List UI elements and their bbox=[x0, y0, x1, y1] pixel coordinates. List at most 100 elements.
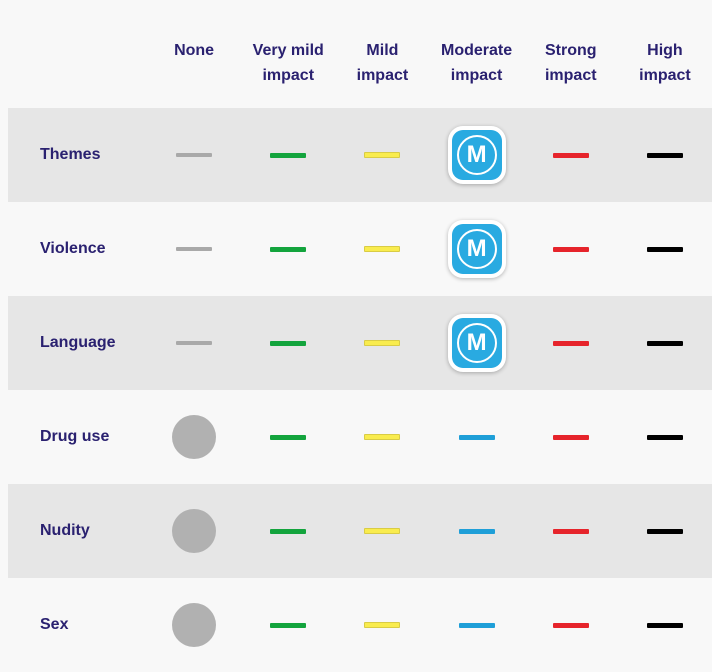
cell-nudity-very-mild[interactable] bbox=[241, 484, 335, 578]
cell-themes-very-mild[interactable] bbox=[241, 108, 335, 202]
moderate-dash-icon bbox=[458, 528, 495, 534]
cell-sex-moderate[interactable] bbox=[430, 578, 524, 672]
moderate-dash-icon bbox=[458, 622, 495, 628]
cell-violence-high[interactable] bbox=[618, 202, 712, 296]
high-dash-icon bbox=[646, 340, 683, 346]
category-label: Sex bbox=[40, 616, 69, 633]
moderate-dash-icon bbox=[458, 434, 495, 440]
high-dash-icon bbox=[646, 622, 683, 628]
category-label: Violence bbox=[40, 240, 106, 257]
cell-language-mild[interactable] bbox=[335, 296, 429, 390]
m-badge-letter: M bbox=[466, 140, 487, 168]
column-header-none: None bbox=[147, 0, 241, 108]
strong-dash-icon bbox=[552, 528, 589, 534]
m-badge-ring: M bbox=[456, 229, 497, 269]
row-nudity: Nudity bbox=[0, 484, 712, 578]
row-drug-use: Drug use bbox=[0, 390, 712, 484]
cell-language-high[interactable] bbox=[618, 296, 712, 390]
cell-violence-strong[interactable] bbox=[524, 202, 618, 296]
m-badge-letter: M bbox=[466, 328, 487, 356]
very-mild-dash-icon bbox=[270, 246, 307, 252]
cell-themes-mild[interactable] bbox=[335, 108, 429, 202]
category-label: Themes bbox=[40, 146, 101, 163]
very-mild-dash-icon bbox=[270, 622, 307, 628]
m-badge-ring: M bbox=[456, 135, 497, 175]
strong-dash-icon bbox=[552, 152, 589, 158]
mild-dash-icon bbox=[364, 246, 401, 252]
none-dash-icon bbox=[176, 153, 213, 157]
mild-dash-icon bbox=[364, 622, 401, 628]
cell-sex-none[interactable] bbox=[147, 578, 241, 672]
row-violence: Violence M bbox=[0, 202, 712, 296]
cell-drug-use-high[interactable] bbox=[618, 390, 712, 484]
high-dash-icon bbox=[646, 246, 683, 252]
mild-dash-icon bbox=[364, 434, 401, 440]
cell-themes-high[interactable] bbox=[618, 108, 712, 202]
none-selected-circle-icon bbox=[172, 415, 217, 459]
row-language: Language M bbox=[0, 296, 712, 390]
cell-drug-use-very-mild[interactable] bbox=[241, 390, 335, 484]
very-mild-dash-icon bbox=[270, 152, 307, 158]
cell-nudity-mild[interactable] bbox=[335, 484, 429, 578]
cell-drug-use-strong[interactable] bbox=[524, 390, 618, 484]
strong-dash-icon bbox=[552, 434, 589, 440]
category-column-spacer bbox=[0, 0, 147, 108]
cell-nudity-strong[interactable] bbox=[524, 484, 618, 578]
column-header-strong: Strong impact bbox=[524, 0, 618, 108]
cell-violence-moderate[interactable]: M bbox=[430, 202, 524, 296]
cell-language-very-mild[interactable] bbox=[241, 296, 335, 390]
cell-drug-use-mild[interactable] bbox=[335, 390, 429, 484]
cell-drug-use-none[interactable] bbox=[147, 390, 241, 484]
cell-nudity-moderate[interactable] bbox=[430, 484, 524, 578]
cell-violence-none[interactable] bbox=[147, 202, 241, 296]
m-rating-badge-icon: M bbox=[447, 314, 506, 372]
category-label: Language bbox=[40, 334, 116, 351]
none-dash-icon bbox=[176, 341, 213, 345]
column-header-label: High impact bbox=[639, 42, 691, 84]
cell-violence-very-mild[interactable] bbox=[241, 202, 335, 296]
very-mild-dash-icon bbox=[270, 528, 307, 534]
m-rating-badge-icon: M bbox=[447, 220, 506, 278]
cell-sex-mild[interactable] bbox=[335, 578, 429, 672]
m-badge-letter: M bbox=[466, 234, 487, 262]
m-rating-badge-icon: M bbox=[447, 126, 506, 184]
row-sex: Sex bbox=[0, 578, 712, 672]
cell-drug-use-moderate[interactable] bbox=[430, 390, 524, 484]
strong-dash-icon bbox=[552, 622, 589, 628]
column-header-label: Moderate impact bbox=[441, 42, 513, 84]
none-selected-circle-icon bbox=[172, 509, 217, 553]
category-label: Drug use bbox=[40, 428, 110, 445]
mild-dash-icon bbox=[364, 152, 401, 158]
m-badge-square: M bbox=[451, 318, 502, 368]
cell-nudity-none[interactable] bbox=[147, 484, 241, 578]
m-badge-square: M bbox=[451, 130, 502, 180]
cell-sex-high[interactable] bbox=[618, 578, 712, 672]
high-dash-icon bbox=[646, 528, 683, 534]
cell-themes-moderate[interactable]: M bbox=[430, 108, 524, 202]
row-themes: Themes M bbox=[0, 108, 712, 202]
category-label: Nudity bbox=[40, 522, 90, 539]
mild-dash-icon bbox=[364, 340, 401, 346]
very-mild-dash-icon bbox=[270, 434, 307, 440]
very-mild-dash-icon bbox=[270, 340, 307, 346]
cell-violence-mild[interactable] bbox=[335, 202, 429, 296]
mild-dash-icon bbox=[364, 528, 401, 534]
cell-language-moderate[interactable]: M bbox=[430, 296, 524, 390]
high-dash-icon bbox=[646, 434, 683, 440]
cell-sex-strong[interactable] bbox=[524, 578, 618, 672]
none-selected-circle-icon bbox=[172, 603, 217, 647]
high-dash-icon bbox=[646, 152, 683, 158]
m-badge-square: M bbox=[451, 224, 502, 274]
cell-themes-strong[interactable] bbox=[524, 108, 618, 202]
column-header-very-mild: Very mild impact bbox=[241, 0, 335, 108]
cell-language-strong[interactable] bbox=[524, 296, 618, 390]
cell-sex-very-mild[interactable] bbox=[241, 578, 335, 672]
cell-language-none[interactable] bbox=[147, 296, 241, 390]
column-header-label: Strong impact bbox=[544, 42, 597, 84]
column-header-label: None bbox=[174, 42, 215, 59]
none-dash-icon bbox=[176, 247, 213, 251]
cell-nudity-high[interactable] bbox=[618, 484, 712, 578]
cell-themes-none[interactable] bbox=[147, 108, 241, 202]
strong-dash-icon bbox=[552, 340, 589, 346]
